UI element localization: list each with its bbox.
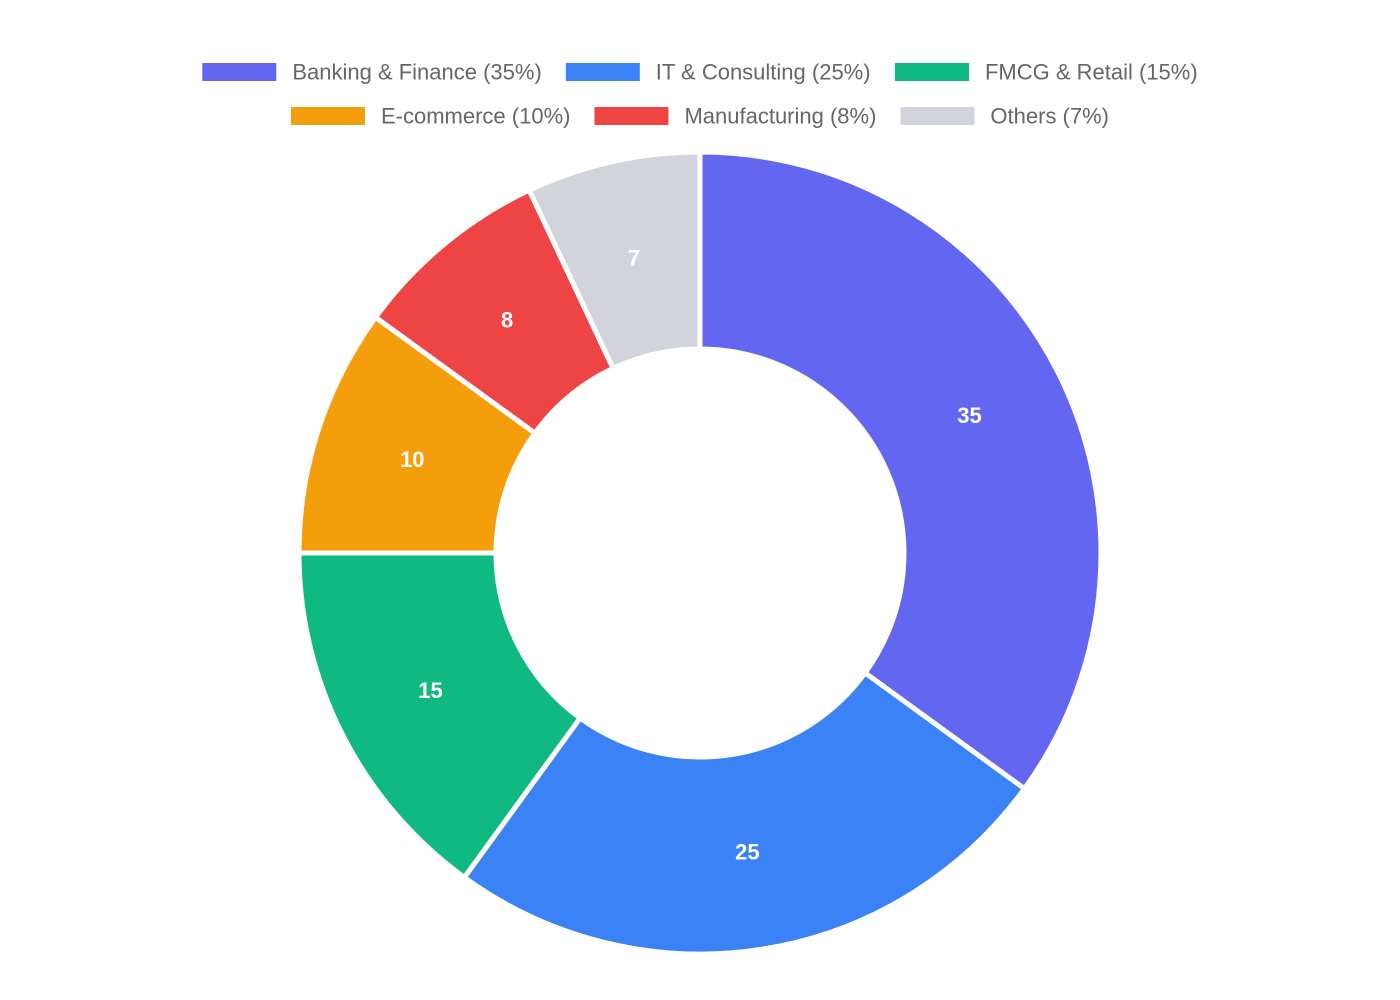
legend-swatch-it-consulting xyxy=(565,63,640,81)
data-label-banking-finance: 35 xyxy=(957,403,981,428)
legend-label-ecommerce: E-commerce (10%) xyxy=(381,104,570,129)
legend-swatch-banking-finance xyxy=(202,63,277,81)
slice-it-consulting[interactable] xyxy=(461,670,1027,957)
legend-item-manufacturing[interactable]: Manufacturing (8%) xyxy=(594,104,876,129)
slice-ecommerce[interactable] xyxy=(296,314,538,556)
data-label-it-consulting: 25 xyxy=(735,839,759,864)
slice-fmcg-retail[interactable] xyxy=(296,550,583,880)
legend-item-it-consulting[interactable]: IT & Consulting (25%) xyxy=(565,60,871,85)
slice-labels: 35 25 15 10 8 7 xyxy=(400,245,982,864)
legend-swatch-fmcg-retail xyxy=(894,63,969,81)
donut-slices xyxy=(296,149,1104,957)
data-label-manufacturing: 8 xyxy=(501,307,513,332)
legend-label-others: Others (7%) xyxy=(990,104,1109,129)
legend-label-banking-finance: Banking & Finance (35%) xyxy=(292,60,541,85)
data-label-ecommerce: 10 xyxy=(400,447,424,472)
legend: Banking & Finance (35%) IT & Consulting (… xyxy=(202,60,1198,129)
legend-label-manufacturing: Manufacturing (8%) xyxy=(684,104,876,129)
legend-item-others[interactable]: Others (7%) xyxy=(900,104,1109,129)
legend-label-fmcg-retail: FMCG & Retail (15%) xyxy=(985,60,1198,85)
legend-swatch-ecommerce xyxy=(290,107,365,125)
legend-swatch-manufacturing xyxy=(594,107,669,125)
slice-banking-finance[interactable] xyxy=(697,149,1104,792)
legend-item-ecommerce[interactable]: E-commerce (10%) xyxy=(290,104,570,129)
legend-label-it-consulting: IT & Consulting (25%) xyxy=(656,60,871,85)
slice-others[interactable] xyxy=(526,149,703,371)
data-label-others: 7 xyxy=(628,245,640,270)
legend-item-fmcg-retail[interactable]: FMCG & Retail (15%) xyxy=(894,60,1198,85)
legend-swatch-others xyxy=(900,107,975,125)
legend-item-banking-finance[interactable]: Banking & Finance (35%) xyxy=(202,60,542,85)
data-label-fmcg-retail: 15 xyxy=(418,678,442,703)
